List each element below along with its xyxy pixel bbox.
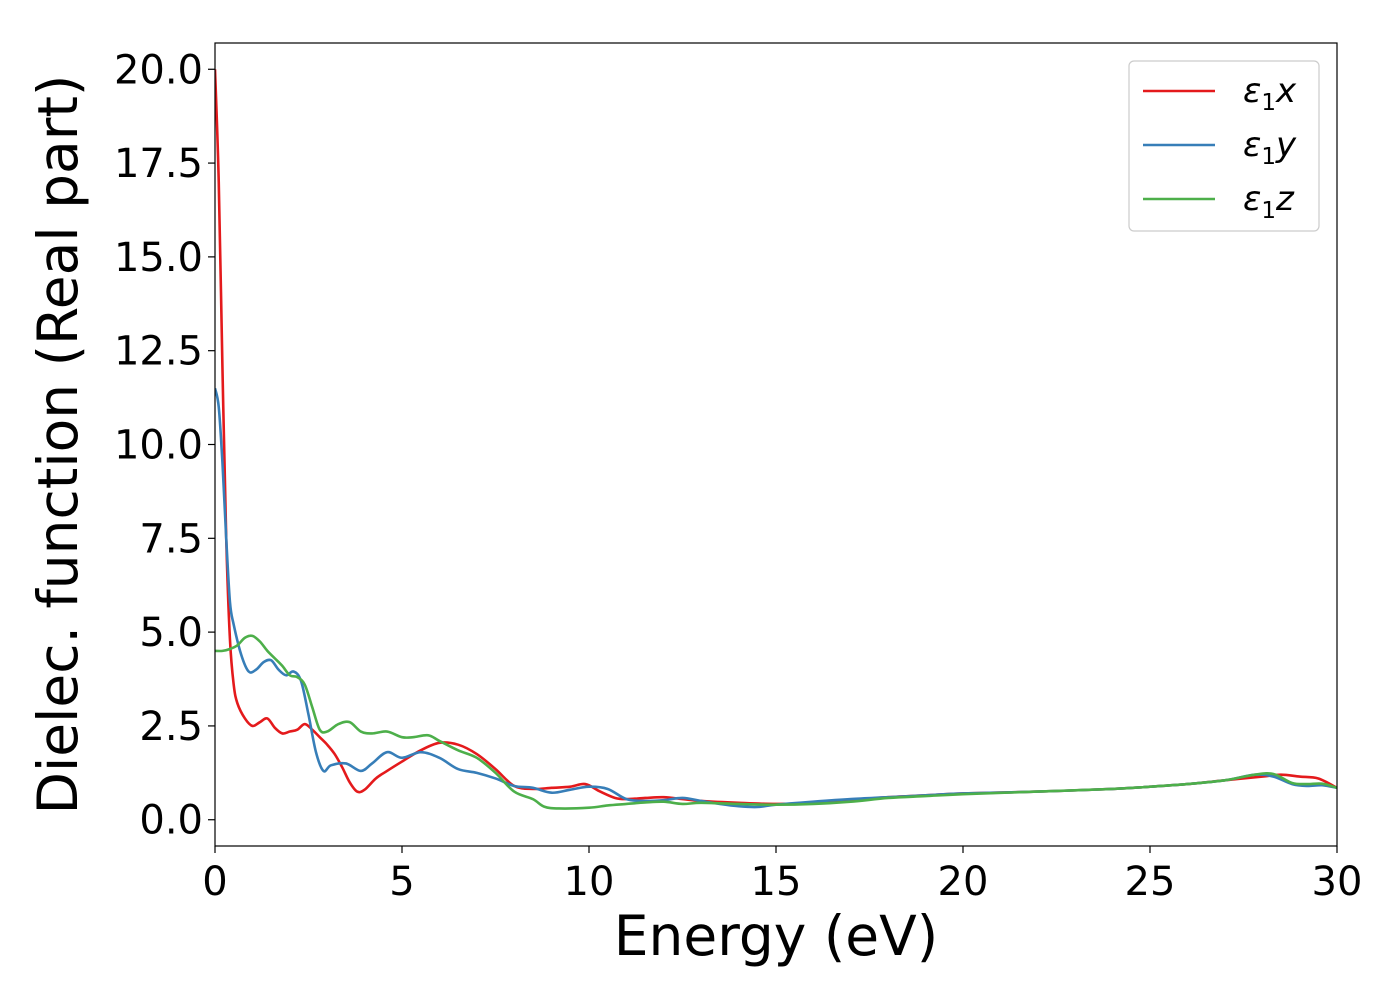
legend-label-x: ε1x [1243,71,1297,116]
legend-label-z: ε1z [1243,179,1295,224]
x-tick-label: 20 [938,859,989,905]
y-tick-label: 17.5 [114,141,203,187]
series-layer [215,69,1337,810]
y-tick-label: 0.0 [139,798,203,844]
legend-box [1128,60,1320,232]
y-tick-label: 5.0 [139,610,203,656]
x-tick-label: 30 [1312,859,1363,905]
x-tick-label: 10 [564,859,615,905]
y-tick-label: 2.5 [139,704,203,750]
x-tick-label: 0 [202,859,227,905]
x-axis-ticks: 0 5 10 15 20 25 30 [202,846,1362,905]
x-tick-label: 15 [751,859,802,905]
legend-label-y: ε1y [1243,125,1297,170]
x-axis-label: Energy (eV) [614,904,938,968]
y-axis-label: Dielec. function (Real part) [26,75,90,815]
x-tick-label: 25 [1125,859,1176,905]
y-tick-label: 20.0 [114,47,203,93]
y-tick-label: 10.0 [114,423,203,469]
y-tick-label: 7.5 [139,516,203,562]
y-tick-label: 12.5 [114,329,203,375]
y-axis-ticks: 0.0 2.5 5.0 7.5 10.0 12.5 15.0 17.5 20.0 [114,47,215,844]
series-line-z [215,634,1337,810]
x-tick-label: 5 [389,859,414,905]
legend: ε1x ε1y ε1z [1128,60,1320,232]
y-tick-label: 15.0 [114,235,203,281]
